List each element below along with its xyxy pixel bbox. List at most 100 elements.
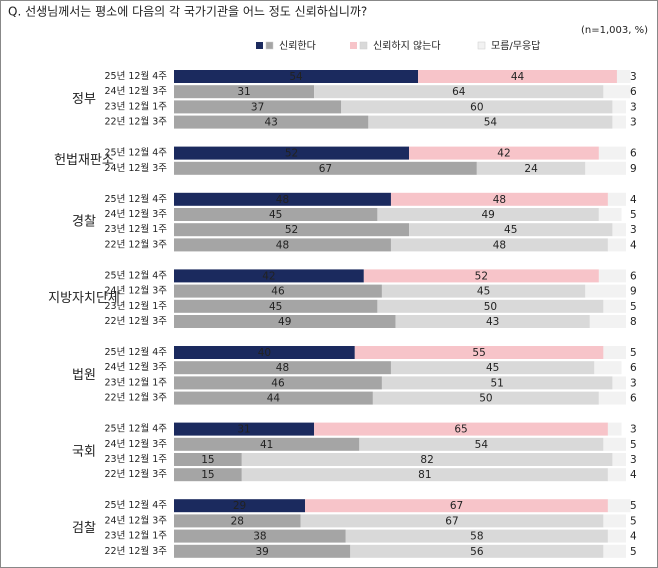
value-label: 29 [233, 500, 246, 512]
value-label: 54 [484, 117, 498, 129]
value-label: 24 [524, 163, 538, 175]
y-tick-label: 24년 12월 3주 [105, 285, 168, 297]
y-tick-label: 23년 12월 1주 [105, 376, 168, 388]
group-label: 검찰 [72, 521, 96, 536]
value-label: 6 [630, 148, 637, 160]
bar-segment [174, 70, 419, 83]
value-label: 49 [278, 316, 291, 328]
value-label: 38 [253, 531, 266, 543]
y-tick-label: 25년 12월 4주 [105, 269, 168, 281]
bar-segment [598, 391, 626, 405]
value-label: 9 [630, 286, 637, 298]
y-tick-label: 25년 12월 4주 [105, 70, 168, 82]
bar-segment [377, 299, 604, 313]
bar-segment [603, 85, 631, 99]
value-label: 3 [630, 424, 637, 436]
y-tick-label: 24년 12월 3주 [105, 361, 168, 373]
value-label: 4 [630, 531, 637, 543]
value-label: 55 [472, 347, 485, 359]
note: (n=1,003, %) [581, 25, 648, 36]
group-label: 지방자치단체 [48, 291, 120, 306]
value-label: 3 [630, 117, 637, 129]
bar-segment [598, 146, 626, 160]
bar-segment [350, 544, 604, 558]
value-label: 6 [630, 362, 637, 374]
value-label: 6 [630, 393, 637, 405]
value-label: 6 [630, 270, 637, 282]
bar-segment [381, 376, 613, 390]
value-label: 52 [285, 148, 298, 160]
y-tick-label: 23년 12월 1주 [105, 100, 168, 112]
bar-segment [409, 146, 599, 160]
value-label: 31 [237, 86, 250, 98]
bar-segment [174, 223, 410, 237]
value-label: 42 [497, 148, 510, 160]
value-label: 5 [630, 546, 637, 558]
bar-segment [174, 391, 373, 405]
chart-title: Q. 선생님께서는 평소에 다음의 각 국가기관을 어느 정도 신뢰하십니까? [8, 5, 367, 19]
value-label: 48 [276, 362, 289, 374]
bar-segment [174, 100, 342, 114]
y-tick-label: 25년 12월 4주 [105, 193, 168, 205]
y-tick-label: 24년 12월 3주 [105, 85, 168, 97]
bar-segment [241, 468, 608, 482]
value-label: 54 [475, 439, 489, 451]
bar-segment [598, 269, 626, 283]
bar-segment [174, 468, 242, 482]
bar-segment [359, 437, 604, 451]
bar-segment [476, 161, 586, 175]
value-label: 67 [445, 515, 458, 527]
bar-segment [174, 376, 382, 390]
value-label: 56 [470, 546, 484, 558]
value-label: 67 [450, 500, 463, 512]
group-label: 법원 [72, 368, 96, 383]
value-label: 64 [452, 86, 466, 98]
bar-segment [607, 422, 622, 436]
y-tick-label: 22년 12월 3주 [105, 238, 168, 250]
value-label: 3 [630, 454, 637, 466]
value-label: 15 [201, 454, 214, 466]
value-label: 3 [630, 377, 637, 389]
value-label: 52 [475, 270, 488, 282]
bar-segment [607, 238, 626, 252]
y-tick-label: 23년 12월 1주 [105, 453, 168, 465]
bar-segment [174, 499, 306, 513]
group-label: 정부 [72, 92, 96, 107]
value-label: 5 [630, 347, 637, 359]
value-label: 3 [630, 101, 637, 113]
bar-segment [174, 346, 355, 359]
bar-segment [594, 361, 622, 375]
bar-segment [241, 453, 613, 466]
bar-segment [409, 223, 613, 237]
value-label: 5 [630, 301, 637, 313]
value-label: 45 [269, 209, 282, 221]
value-label: 54 [289, 71, 303, 83]
bar-segment [603, 299, 626, 313]
value-label: 58 [470, 531, 483, 543]
bar-segment [607, 192, 626, 206]
bar-segment [418, 70, 617, 83]
bar-segment [603, 544, 626, 558]
bar-segment [395, 315, 590, 328]
value-label: 45 [504, 224, 517, 236]
legend-label: 신뢰하지 않는다 [373, 39, 441, 52]
value-label: 45 [477, 286, 490, 298]
bar-segment [372, 391, 599, 405]
bar-segment [390, 361, 595, 375]
bar-segment [612, 115, 626, 129]
value-label: 43 [486, 316, 499, 328]
bar-segment [174, 146, 410, 160]
y-tick-label: 25년 12월 4주 [105, 147, 168, 159]
bar-segment [612, 453, 626, 466]
value-label: 4 [630, 194, 637, 206]
group-label: 경찰 [72, 215, 96, 230]
y-tick-label: 25년 12월 4주 [105, 346, 168, 358]
bar-segment [174, 544, 351, 558]
bar-segment [612, 376, 626, 390]
bar-segment [381, 284, 586, 298]
value-label: 50 [484, 301, 497, 313]
value-label: 65 [454, 424, 467, 436]
value-label: 44 [267, 393, 281, 405]
value-label: 5 [630, 515, 637, 527]
bar-segment [612, 223, 626, 237]
